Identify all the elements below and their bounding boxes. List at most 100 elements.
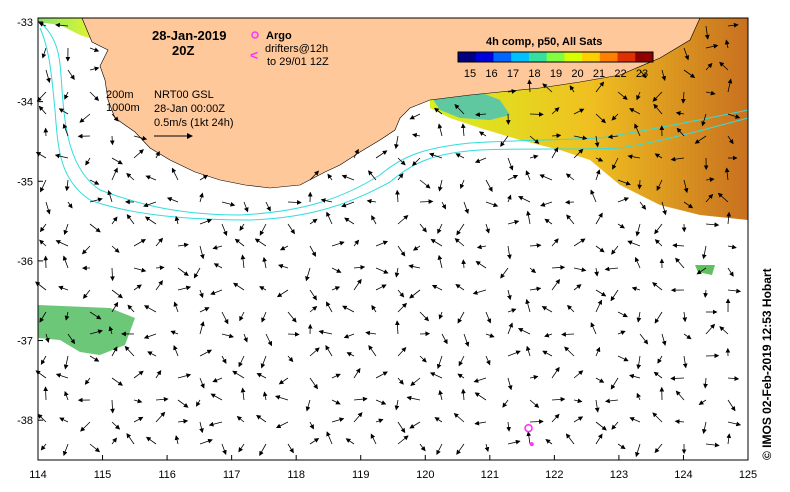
velocity-arrow xyxy=(617,91,628,100)
velocity-arrow xyxy=(409,113,421,120)
velocity-arrow xyxy=(260,355,267,369)
velocity-arrow xyxy=(309,421,314,430)
velocity-arrow xyxy=(635,223,641,237)
velocity-arrow xyxy=(145,436,157,445)
velocity-arrow xyxy=(595,377,605,383)
velocity-arrow xyxy=(500,267,509,279)
velocity-arrow xyxy=(594,135,600,148)
velocity-arrow xyxy=(394,135,399,150)
velocity-arrow xyxy=(727,244,737,250)
velocity-arrow xyxy=(590,322,597,335)
velocity-arrow xyxy=(437,123,443,137)
velocity-arrow xyxy=(344,217,355,225)
velocity-arrow xyxy=(287,200,302,205)
isobath-200-label: 200m xyxy=(106,89,134,101)
velocity-arrow xyxy=(212,377,223,383)
velocity-arrow xyxy=(67,201,73,209)
velocity-arrow xyxy=(210,393,223,401)
velocity-arrow xyxy=(454,104,465,115)
velocity-arrow xyxy=(232,370,245,379)
y-tick-label: -38 xyxy=(17,415,33,427)
velocity-arrow xyxy=(67,333,76,345)
velocity-arrow xyxy=(682,355,688,369)
velocity-arrow xyxy=(409,421,421,429)
velocity-arrow xyxy=(573,370,584,379)
velocity-arrow xyxy=(551,147,559,159)
velocity-arrow xyxy=(436,355,443,369)
isobath-1000-label: 1000m xyxy=(106,102,140,114)
isobath-lines xyxy=(39,21,749,221)
velocity-arrow xyxy=(82,289,91,299)
velocity-arrow xyxy=(701,245,707,260)
velocity-arrow xyxy=(199,349,213,357)
velocity-arrow xyxy=(62,443,69,457)
velocity-arrow xyxy=(639,69,647,79)
velocity-arrow xyxy=(541,306,553,313)
velocity-arrow xyxy=(173,301,179,313)
velocity-arrow xyxy=(485,311,492,324)
velocity-arrow xyxy=(485,355,491,366)
velocity-arrow xyxy=(133,370,144,379)
colorbar-swatch xyxy=(617,52,636,62)
velocity-arrow xyxy=(529,135,540,144)
velocity-arrow xyxy=(256,373,267,379)
velocity-arrow xyxy=(35,281,47,291)
velocity-arrow xyxy=(155,396,169,402)
velocity-arrow xyxy=(545,439,553,445)
velocity-arrow xyxy=(703,289,709,298)
velocity-arrow xyxy=(221,333,234,339)
velocity-arrow xyxy=(705,323,716,335)
colorbar xyxy=(457,51,654,63)
velocity-arrow xyxy=(573,398,583,404)
velocity-arrow xyxy=(653,371,663,379)
velocity-arrow xyxy=(474,392,487,401)
velocity-arrow xyxy=(573,267,587,273)
velocity-arrow xyxy=(177,418,189,424)
velocity-arrow xyxy=(199,192,204,203)
drifter-marker xyxy=(529,442,534,447)
velocity-arrow xyxy=(256,414,267,423)
velocity-arrow xyxy=(595,157,604,162)
velocity-arrow xyxy=(89,91,100,101)
velocity-arrow xyxy=(59,417,69,423)
velocity-arrow xyxy=(174,435,180,445)
date-line2: 20Z xyxy=(172,43,194,58)
velocity-arrow xyxy=(367,170,377,181)
velocity-arrow xyxy=(39,223,47,233)
velocity-arrow xyxy=(275,395,289,401)
colorbar-ticks: 15 16 17 18 19 20 21 22 23 xyxy=(464,68,648,80)
x-tick-label: 116 xyxy=(158,469,176,481)
x-tick-label: 119 xyxy=(352,469,370,481)
velocity-arrow xyxy=(551,265,566,270)
velocity-arrow xyxy=(41,47,47,59)
velocity-arrow xyxy=(595,299,602,313)
velocity-arrow xyxy=(208,421,223,427)
velocity-arrow xyxy=(108,326,114,335)
velocity-arrow xyxy=(683,179,689,194)
velocity-arrow xyxy=(617,330,626,335)
velocity-arrow xyxy=(110,267,115,282)
velocity-arrow xyxy=(309,218,318,225)
velocity-arrow xyxy=(727,135,734,145)
velocity-arrow xyxy=(507,289,512,301)
velocity-arrow xyxy=(595,433,603,445)
velocity-arrow xyxy=(397,245,406,257)
velocity-arrow xyxy=(500,135,509,147)
velocity-arrow xyxy=(412,245,421,251)
velocity-arrow xyxy=(457,311,465,324)
velocity-arrow xyxy=(629,374,641,379)
velocity-arrow xyxy=(126,172,135,181)
velocity-arrow xyxy=(397,157,406,166)
velocity-arrow xyxy=(605,398,619,404)
velocity-arrow xyxy=(111,377,123,386)
velocity-arrow xyxy=(111,301,119,313)
velocity-arrow xyxy=(133,398,143,404)
y-tick-label: -33 xyxy=(17,17,33,29)
velocity-arrow xyxy=(612,157,619,170)
velocity-arrow xyxy=(627,154,641,160)
velocity-arrow xyxy=(238,443,245,453)
velocity-arrow xyxy=(670,156,685,162)
velocity-arrow xyxy=(177,285,192,291)
velocity-arrow xyxy=(485,223,490,234)
